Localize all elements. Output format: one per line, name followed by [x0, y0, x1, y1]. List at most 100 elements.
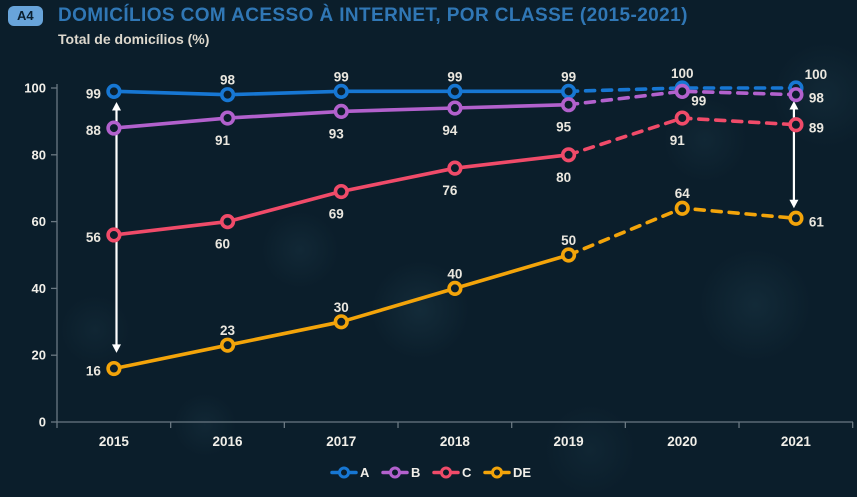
y-tick-label: 60	[32, 214, 46, 229]
gap-arrow-2015	[112, 102, 121, 353]
data-label: 50	[561, 233, 576, 248]
data-label: 94	[442, 123, 458, 138]
data-label: 100	[805, 67, 828, 82]
arrowhead-down-icon	[789, 199, 799, 209]
data-label: 95	[556, 120, 572, 135]
series-C-marker	[560, 147, 577, 163]
legend-label: DE	[513, 465, 531, 480]
series-DE-marker	[333, 314, 349, 330]
y-tick-label: 0	[39, 415, 46, 430]
series-C-labels: 56 60 69 76 80 91 89	[86, 121, 824, 252]
data-label: 61	[809, 214, 825, 229]
data-label: 76	[442, 183, 458, 198]
series-A-marker	[447, 83, 463, 99]
series-B-markers	[106, 83, 804, 136]
arrowhead-up-icon	[112, 102, 121, 111]
x-tick-label: 2015	[99, 434, 130, 449]
data-label: 99	[334, 69, 349, 84]
data-label: 60	[215, 237, 230, 252]
x-tick-label: 2021	[781, 434, 812, 449]
page-subtitle: Total de domicílios (%)	[58, 31, 210, 47]
series-DE-labels: 16 23 30 40 50 64 61	[86, 186, 825, 378]
legend-label: A	[360, 465, 370, 480]
data-label: 100	[671, 66, 694, 81]
x-tick-label: 2018	[440, 434, 471, 449]
data-label: 99	[561, 69, 576, 84]
x-tick-label: 2019	[554, 434, 584, 449]
legend-swatch-marker	[389, 466, 401, 479]
legend-swatch-marker	[338, 466, 350, 479]
arrowhead-up-icon	[789, 101, 799, 110]
series-C-marker	[674, 110, 690, 126]
axes	[51, 84, 854, 428]
data-label: 56	[86, 230, 102, 245]
y-tick-label: 100	[24, 81, 46, 96]
series-DE-marker	[788, 210, 804, 226]
series-A-labels: 99 98 99 99 99 100 100	[86, 66, 827, 101]
series-DE-marker	[447, 280, 463, 297]
series-B-labels: 88 91 93 94 95 99 98	[86, 91, 825, 148]
series-B-marker	[106, 120, 122, 136]
series-A-marker	[219, 87, 236, 103]
series-C-marker	[447, 160, 463, 176]
legend-swatch-marker	[491, 466, 503, 479]
series-B-marker	[333, 103, 349, 119]
series-B-marker	[560, 97, 577, 113]
series-DE-markers	[106, 200, 804, 377]
data-label: 80	[556, 170, 571, 185]
series-DE-marker	[219, 337, 236, 353]
data-label: 88	[86, 123, 102, 138]
data-label: 91	[215, 133, 231, 148]
x-tick-label: 2017	[326, 434, 356, 449]
legend-label: B	[411, 465, 420, 480]
page-title: DOMICÍLIOS COM ACESSO À INTERNET, POR CL…	[58, 5, 688, 26]
series-C-markers	[106, 110, 804, 243]
y-tick-label: 20	[32, 348, 46, 363]
data-label: 98	[809, 91, 825, 106]
legend-item-A: A	[330, 465, 370, 480]
legend-item-DE: DE	[483, 465, 531, 480]
data-label: 30	[334, 300, 349, 315]
data-label: 89	[809, 121, 824, 136]
series-A-marker	[106, 83, 122, 99]
data-label: 69	[329, 207, 344, 222]
data-label: 40	[447, 266, 462, 281]
series-DE-marker	[674, 200, 690, 216]
data-label: 16	[86, 364, 102, 379]
series-C-marker	[333, 183, 349, 200]
arrowhead-down-icon	[112, 344, 121, 353]
series-B-marker	[788, 87, 804, 103]
x-tick-label: 2016	[213, 434, 244, 449]
gap-arrow-2021	[789, 101, 799, 209]
legend-label: C	[462, 465, 472, 480]
series-A-marker	[560, 83, 577, 99]
series-A-dashed-segment	[566, 86, 798, 94]
data-label: 99	[691, 93, 706, 108]
series-B-dashed-segment	[566, 89, 798, 107]
data-label: 99	[86, 86, 101, 101]
legend-item-B: B	[381, 465, 420, 480]
tick-labels: 0 20 40 60 80 100 2015 2016 2017 2018 2019 2020 2021	[24, 81, 811, 450]
series-A-marker	[333, 83, 349, 99]
series-B-marker	[447, 100, 463, 116]
figure-badge: A4	[8, 6, 43, 26]
series-DE-marker	[560, 247, 577, 263]
series-B-marker	[219, 110, 236, 126]
data-label: 23	[220, 323, 236, 338]
legend: A B C DE	[330, 465, 531, 480]
series-C-marker	[788, 117, 804, 133]
y-tick-label: 40	[32, 281, 46, 296]
y-tick-label: 80	[32, 147, 46, 162]
series-C-marker	[106, 227, 122, 243]
series-B-marker	[674, 83, 690, 99]
data-label: 64	[675, 186, 691, 201]
legend-swatch-marker	[440, 466, 452, 479]
legend-item-C: C	[432, 465, 472, 480]
x-tick-label: 2020	[667, 434, 697, 449]
series-C-marker	[219, 214, 236, 230]
data-label: 99	[447, 69, 462, 84]
data-label: 93	[329, 126, 345, 141]
